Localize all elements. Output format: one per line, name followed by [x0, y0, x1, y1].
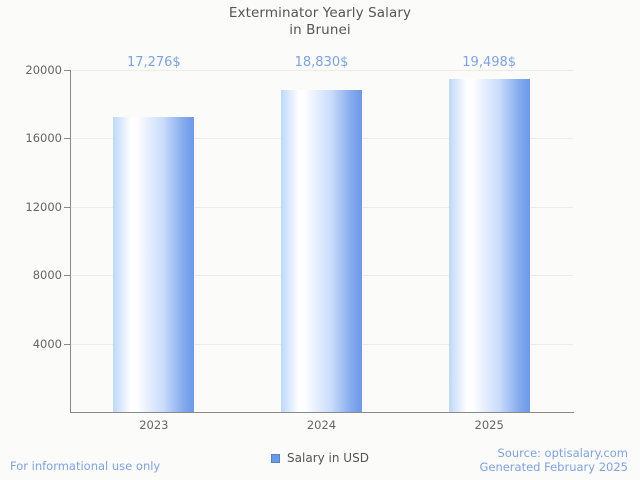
y-tick-mark — [64, 275, 70, 277]
y-axis: 4000 8000 12000 16000 20000 — [0, 0, 70, 480]
bar-value-label: 18,830$ — [294, 55, 349, 70]
chart-title: Exterminator Yearly Salary in Brunei — [0, 5, 640, 39]
disclaimer-text: For informational use only — [10, 459, 161, 473]
y-tick-mark — [64, 138, 70, 140]
legend: Salary in USD — [0, 451, 640, 465]
bar-value-label: 19,498$ — [462, 55, 517, 70]
chart-title-line-1: Exterminator Yearly Salary — [228, 5, 412, 21]
y-tick-label: 8000 — [32, 268, 62, 283]
y-axis-spine — [70, 70, 71, 413]
x-tick-label: 2025 — [474, 418, 504, 432]
source-info: Source: optisalary.com Generated Februar… — [479, 446, 628, 474]
x-tick-label: 2023 — [139, 418, 169, 432]
bar[interactable] — [281, 90, 362, 412]
y-tick-label: 16000 — [25, 131, 62, 146]
y-tick-mark — [64, 70, 70, 71]
y-tick-label: 20000 — [25, 63, 62, 77]
chart-title-line-2: in Brunei — [289, 22, 351, 38]
bar[interactable] — [113, 116, 195, 412]
source-text: Source: optisalary.com — [497, 446, 628, 460]
y-tick-mark — [64, 343, 70, 345]
plot-area — [70, 70, 573, 412]
x-tick-label: 2024 — [306, 418, 337, 432]
bar[interactable] — [448, 78, 530, 412]
legend-swatch-icon — [271, 453, 281, 463]
y-tick-mark — [64, 206, 70, 208]
gridline — [70, 70, 573, 71]
generated-text: Generated February 2025 — [479, 460, 628, 474]
y-tick-label: 4000 — [32, 336, 62, 351]
y-tick-label: 12000 — [25, 199, 62, 214]
bar-value-label: 17,276$ — [126, 55, 181, 70]
legend-item-label: Salary in USD — [287, 451, 369, 465]
x-axis-spine — [70, 412, 574, 413]
